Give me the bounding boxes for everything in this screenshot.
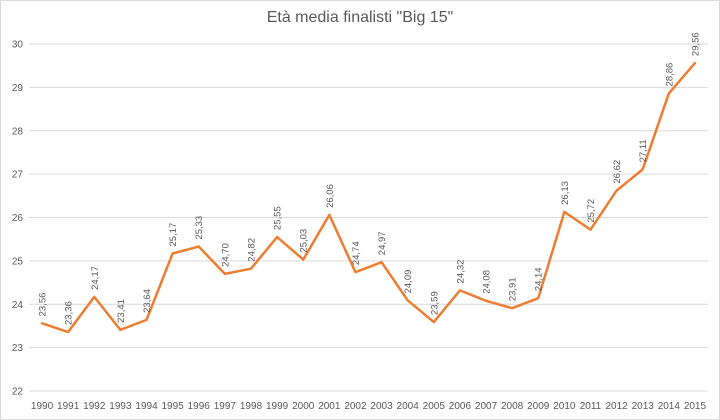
x-tick-label: 2002: [344, 401, 367, 412]
x-tick-label: 1994: [135, 401, 158, 412]
data-label: 24,74: [351, 241, 362, 265]
series-group: [40, 61, 697, 334]
data-label: 26,13: [560, 181, 571, 205]
data-label: 28,86: [664, 63, 675, 87]
data-label: 23,64: [142, 289, 153, 313]
x-tick-label: 2011: [580, 401, 602, 412]
y-axis-tick-labels: 22 23 24 25 26 27 28 29 30: [12, 40, 24, 398]
x-tick-label: 1992: [83, 401, 106, 412]
x-axis-tick-labels: 1990 1991 1992 1993 1994 1995 1996 1997 1998 1999…: [31, 401, 707, 412]
x-tick-label: 2005: [423, 401, 446, 412]
y-tick-label: 26: [12, 213, 24, 224]
y-tick-label: 25: [12, 256, 24, 267]
data-label: 24,82: [246, 238, 257, 262]
x-tick-label: 2003: [370, 401, 393, 412]
y-tick-label: 29: [12, 83, 24, 94]
data-label: 25,03: [299, 229, 310, 253]
x-tick-label: 1999: [266, 401, 289, 412]
chart-title: Età media finalisti "Big 15": [266, 9, 454, 26]
x-tick-label: 2008: [501, 401, 524, 412]
y-tick-label: 24: [12, 300, 24, 311]
data-label: 24,17: [90, 266, 101, 290]
data-label: 25,72: [586, 199, 597, 223]
x-tick-label: 2006: [449, 401, 472, 412]
data-label: 24,14: [534, 267, 545, 291]
x-tick-label: 1996: [188, 401, 211, 412]
y-tick-label: 23: [12, 343, 24, 354]
x-tick-label: 1995: [162, 401, 185, 412]
data-label: 24,97: [377, 231, 388, 255]
x-tick-label: 2012: [605, 401, 628, 412]
data-label: 23,36: [64, 301, 75, 325]
x-tick-label: 2014: [658, 401, 681, 412]
x-tick-label: 2000: [292, 401, 315, 412]
series-line: [40, 61, 697, 334]
data-label: 23,59: [429, 291, 440, 315]
y-tick-label: 22: [12, 387, 24, 398]
data-label: 24,70: [220, 243, 231, 267]
x-tick-label: 2010: [553, 401, 576, 412]
data-labels: 23,56 23,36 24,17 23,41 23,64 25,17 25,33 24,70…: [38, 32, 702, 325]
y-tick-label: 28: [12, 126, 24, 137]
x-tick-label: 2015: [684, 401, 707, 412]
x-tick-label: 2007: [475, 401, 498, 412]
data-label: 26,06: [325, 184, 336, 208]
x-tick-label: 1993: [109, 401, 132, 412]
data-label: 23,41: [116, 299, 127, 323]
x-tick-label: 2009: [527, 401, 550, 412]
x-tick-label: 1998: [240, 401, 263, 412]
data-label: 24,32: [455, 260, 466, 284]
x-tick-label: 2001: [318, 401, 341, 412]
data-label: 24,09: [403, 270, 414, 294]
y-tick-label: 30: [12, 40, 24, 51]
x-tick-label: 1991: [57, 401, 80, 412]
y-tick-label: 27: [12, 170, 24, 181]
data-label: 23,91: [508, 277, 519, 301]
data-label: 25,33: [194, 216, 205, 240]
data-label: 24,08: [482, 270, 493, 294]
x-tick-label: 2013: [632, 401, 655, 412]
x-tick-label: 2004: [397, 401, 420, 412]
data-label: 25,55: [273, 206, 284, 230]
gridlines: [29, 43, 708, 392]
data-label: 27,11: [638, 139, 649, 162]
data-label: 29,56: [690, 32, 701, 56]
x-tick-label: 1990: [31, 401, 54, 412]
data-label: 26,62: [612, 160, 623, 184]
data-label: 23,56: [38, 293, 49, 317]
x-tick-label: 1997: [214, 401, 237, 412]
data-label: 25,17: [168, 223, 179, 247]
